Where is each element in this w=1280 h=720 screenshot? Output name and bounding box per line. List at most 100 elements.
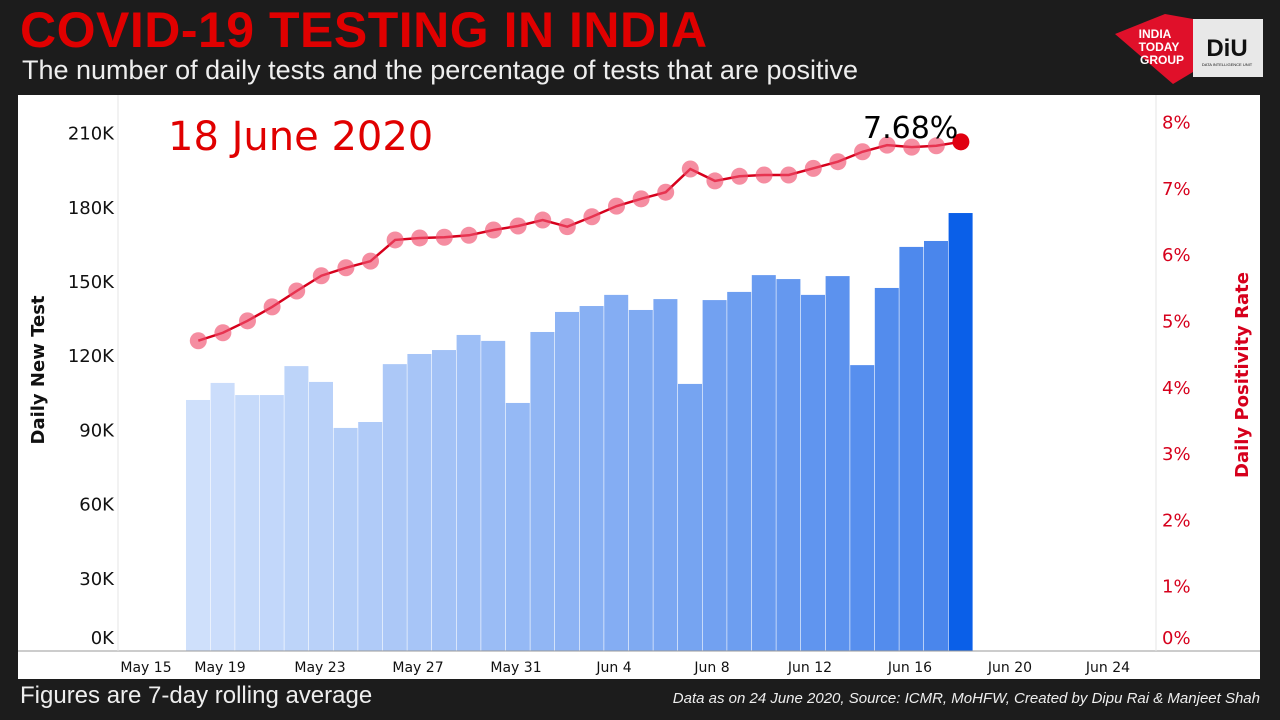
bar-may-28 bbox=[432, 350, 456, 651]
positivity-point bbox=[804, 159, 822, 177]
positivity-point bbox=[534, 211, 552, 229]
positivity-point bbox=[657, 183, 675, 201]
positivity-point bbox=[386, 231, 404, 249]
bar-may-18 bbox=[186, 399, 210, 651]
positivity-point bbox=[239, 312, 256, 330]
positivity-point bbox=[263, 298, 281, 316]
y-right-tick: 3% bbox=[1162, 444, 1191, 465]
y-left-tick: 0K bbox=[91, 628, 115, 649]
bar-jun-1 bbox=[530, 331, 555, 651]
positivity-point bbox=[312, 267, 330, 285]
bar-may-22 bbox=[284, 366, 309, 651]
positivity-point bbox=[903, 138, 921, 156]
y-right-tick: 8% bbox=[1162, 113, 1191, 134]
positivity-point bbox=[608, 197, 625, 215]
bar-jun-4 bbox=[604, 294, 629, 651]
positivity-point bbox=[706, 172, 724, 190]
footer-note: Figures are 7-day rolling average bbox=[20, 682, 373, 709]
bar-jun-9 bbox=[727, 291, 752, 651]
y-right-tick: 7% bbox=[1162, 179, 1191, 200]
bar-may-24 bbox=[333, 427, 358, 651]
positivity-point bbox=[829, 153, 847, 171]
bar-may-23 bbox=[309, 381, 333, 651]
date-label: 18 June 2020 bbox=[168, 114, 433, 160]
chart-panel: 0K 30K 60K 90K 120K 150K 180K 210K 0% 1% 2% 3% 4% 5% 6… bbox=[18, 95, 1260, 679]
y-left-label: Daily New Test bbox=[28, 295, 49, 444]
y-right-tick: 5% bbox=[1162, 312, 1191, 333]
bar-jun-5 bbox=[628, 309, 653, 651]
bar-may-25 bbox=[358, 422, 383, 651]
positivity-point bbox=[214, 324, 232, 342]
x-tick: May 19 bbox=[194, 660, 245, 676]
y-right-tick: 2% bbox=[1162, 510, 1191, 531]
bar-jun-15 bbox=[874, 287, 899, 651]
svg-text:GROUP: GROUP bbox=[1140, 53, 1184, 67]
x-tick: Jun 12 bbox=[787, 660, 832, 676]
positivity-point bbox=[411, 229, 429, 247]
chart-svg: 0K 30K 60K 90K 120K 150K 180K 210K 0% 1% 2% 3% 4% 5% 6… bbox=[18, 95, 1260, 676]
bar-jun-7 bbox=[678, 383, 702, 651]
positivity-point bbox=[681, 160, 699, 178]
svg-text:INDIA: INDIA bbox=[1139, 27, 1172, 41]
positivity-point bbox=[485, 221, 502, 239]
positivity-point bbox=[509, 217, 527, 235]
bar-jun-12 bbox=[801, 294, 825, 651]
positivity-point bbox=[337, 259, 355, 277]
bar-jun-17 bbox=[924, 240, 948, 651]
y-left-tick: 90K bbox=[79, 420, 115, 441]
positivity-point bbox=[362, 252, 379, 270]
x-tick: Jun 24 bbox=[1085, 660, 1130, 676]
positivity-point bbox=[731, 167, 748, 185]
x-tick: Jun 20 bbox=[987, 660, 1032, 676]
y-right-tick: 4% bbox=[1162, 378, 1191, 399]
positivity-point bbox=[952, 133, 970, 151]
footer-source: Data as on 24 June 2020, Source: ICMR, M… bbox=[672, 690, 1260, 707]
bar-jun-8 bbox=[702, 300, 727, 651]
positivity-point bbox=[878, 136, 896, 154]
bar-may-27 bbox=[407, 353, 432, 651]
x-tick: Jun 8 bbox=[693, 660, 729, 676]
positivity-point bbox=[288, 282, 306, 300]
page-subtitle: The number of daily tests and the percen… bbox=[22, 55, 858, 85]
svg-text:DATA INTELLIGENCE UNIT: DATA INTELLIGENCE UNIT bbox=[1202, 62, 1253, 67]
svg-text:TODAY: TODAY bbox=[1139, 40, 1180, 54]
highlight-label: 7.68% bbox=[863, 111, 958, 146]
x-tick: May 31 bbox=[490, 660, 541, 676]
bar-jun-18 bbox=[948, 213, 973, 651]
bar-may-21 bbox=[259, 395, 284, 651]
x-tick: May 27 bbox=[392, 660, 443, 676]
y-left-tick: 210K bbox=[68, 124, 115, 145]
x-tick: May 15 bbox=[120, 660, 171, 676]
positivity-point bbox=[189, 332, 207, 350]
bar-may-19 bbox=[210, 382, 235, 651]
positivity-point bbox=[460, 226, 478, 244]
page-title: COVID-19 TESTING IN INDIA bbox=[20, 2, 708, 58]
x-tick: May 23 bbox=[294, 660, 345, 676]
bar-jun-13 bbox=[825, 276, 850, 651]
bar-jun-14 bbox=[850, 365, 875, 651]
positivity-point bbox=[632, 190, 650, 208]
bar-may-20 bbox=[235, 395, 260, 651]
bar-may-30 bbox=[481, 340, 506, 651]
y-right-tick: 1% bbox=[1162, 577, 1191, 598]
positivity-point bbox=[854, 143, 871, 161]
x-tick: Jun 16 bbox=[887, 660, 932, 676]
bar-jun-6 bbox=[653, 299, 678, 651]
bar-may-29 bbox=[456, 334, 481, 651]
bar-jun-16 bbox=[899, 246, 924, 651]
positivity-point bbox=[558, 218, 576, 236]
x-tick: Jun 4 bbox=[595, 660, 631, 676]
y-right-label: Daily Positivity Rate bbox=[1232, 272, 1253, 478]
positivity-point bbox=[755, 166, 773, 184]
bar-jun-3 bbox=[579, 306, 604, 651]
y-left-tick: 30K bbox=[79, 569, 115, 590]
y-left-tick: 180K bbox=[68, 198, 115, 219]
bar-may-26 bbox=[382, 364, 407, 651]
bar-jun-10 bbox=[751, 275, 776, 651]
bar-may-31 bbox=[505, 402, 530, 651]
positivity-point bbox=[927, 137, 945, 155]
y-right-tick: 6% bbox=[1162, 245, 1191, 266]
y-left-tick: 60K bbox=[79, 495, 115, 516]
y-left-tick: 120K bbox=[68, 346, 115, 367]
svg-text:DiU: DiU bbox=[1206, 35, 1247, 62]
